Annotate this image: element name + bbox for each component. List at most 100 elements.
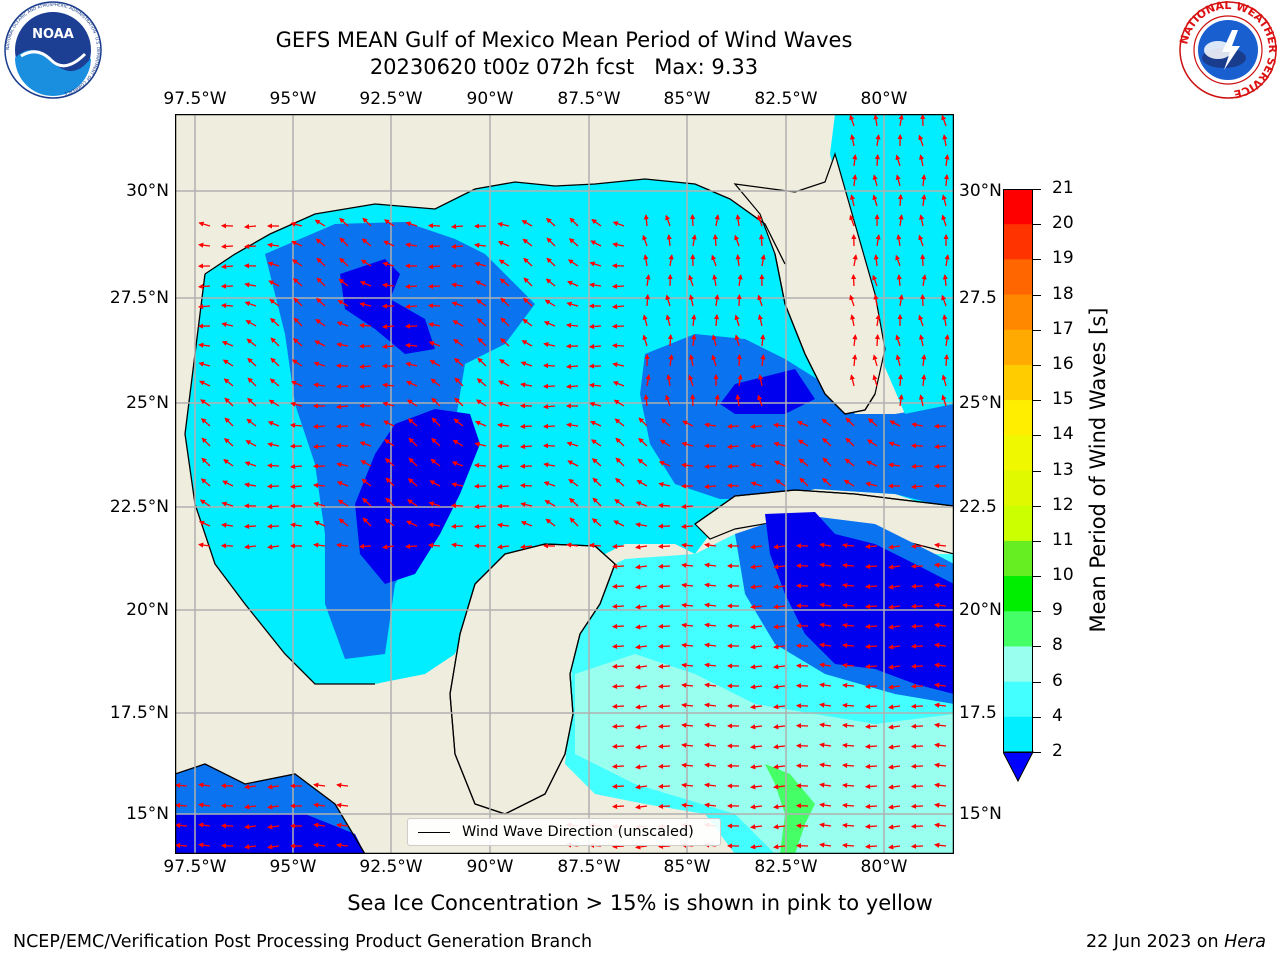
wind-wave-arrow bbox=[293, 297, 303, 307]
wind-wave-arrow bbox=[454, 357, 464, 367]
wind-wave-arrow bbox=[589, 401, 602, 407]
wind-wave-arrow bbox=[336, 321, 349, 327]
lat-label-left: 15°N bbox=[126, 804, 169, 824]
wind-wave-arrow bbox=[523, 297, 533, 307]
legend-line-swatch bbox=[418, 831, 450, 833]
wind-wave-arrow bbox=[704, 602, 717, 608]
wind-wave-arrow bbox=[407, 499, 418, 507]
lon-label-top: 95°W bbox=[269, 89, 317, 109]
wind-wave-arrow bbox=[757, 314, 763, 327]
wind-wave-arrow bbox=[896, 274, 902, 287]
wind-wave-arrow bbox=[657, 743, 671, 749]
wind-wave-arrow bbox=[682, 420, 694, 427]
wind-wave-arrow bbox=[588, 542, 602, 548]
colorbar-tick bbox=[1033, 435, 1041, 437]
wind-wave-arrow bbox=[313, 782, 326, 788]
wind-wave-arrow bbox=[291, 259, 303, 267]
wind-wave-arrow bbox=[680, 523, 694, 530]
wind-wave-arrow bbox=[657, 683, 671, 689]
wind-wave-arrow bbox=[642, 234, 648, 247]
wind-wave-arrow bbox=[750, 481, 763, 487]
colorbar-bin bbox=[1003, 435, 1033, 471]
wind-wave-arrow bbox=[405, 361, 418, 367]
wind-wave-arrow bbox=[405, 221, 418, 227]
lat-label-left: 30°N bbox=[126, 181, 169, 201]
wind-wave-arrow bbox=[849, 214, 855, 227]
wind-wave-arrow bbox=[545, 278, 556, 287]
wind-wave-arrow bbox=[944, 154, 950, 167]
wind-wave-arrow bbox=[657, 703, 671, 709]
wind-wave-arrow bbox=[659, 439, 671, 447]
wind-wave-arrow bbox=[198, 782, 211, 788]
wind-wave-arrow bbox=[690, 213, 696, 227]
wind-wave-arrow bbox=[475, 399, 487, 407]
wind-wave-arrow bbox=[408, 437, 418, 447]
wind-wave-arrow bbox=[359, 301, 372, 308]
wind-wave-arrow bbox=[635, 564, 648, 570]
wind-wave-arrow bbox=[758, 233, 765, 247]
colorbar-bin bbox=[1003, 576, 1033, 612]
wind-wave-arrow bbox=[289, 463, 303, 470]
wind-wave-arrow bbox=[841, 602, 855, 609]
wind-wave-arrow bbox=[726, 483, 740, 489]
wind-wave-arrow bbox=[852, 174, 858, 187]
wind-wave-arrow bbox=[499, 278, 510, 287]
wind-wave-arrow bbox=[266, 483, 280, 489]
coastline-gulf bbox=[175, 178, 954, 854]
wind-wave-arrow bbox=[873, 114, 879, 127]
colorbar-tick bbox=[1033, 364, 1041, 366]
wind-wave-arrow bbox=[873, 294, 879, 307]
wind-wave-arrow bbox=[910, 484, 924, 490]
wind-wave-arrow bbox=[611, 763, 625, 770]
wind-wave-arrow bbox=[750, 564, 763, 570]
lat-label-right: 20°N bbox=[959, 600, 1002, 620]
wind-wave-arrow bbox=[864, 783, 878, 790]
colorbar-tick bbox=[1033, 470, 1041, 472]
wind-wave-arrow bbox=[944, 334, 950, 347]
wind-wave-arrow bbox=[431, 397, 441, 407]
wind-wave-arrow bbox=[588, 382, 602, 388]
wind-wave-arrow bbox=[888, 624, 901, 630]
wind-wave-arrow bbox=[918, 394, 925, 407]
wind-wave-arrow bbox=[665, 394, 671, 407]
wind-wave-arrow bbox=[267, 544, 280, 550]
colorbar-tick bbox=[1033, 611, 1041, 613]
map-legend: Wind Wave Direction (unscaled) bbox=[407, 818, 721, 846]
wind-wave-arrow bbox=[247, 377, 257, 387]
wind-wave-arrow bbox=[888, 784, 901, 790]
wind-wave-arrow bbox=[841, 762, 855, 769]
wind-wave-arrow bbox=[430, 378, 441, 387]
wind-wave-arrow bbox=[910, 663, 924, 669]
wind-wave-arrow bbox=[773, 664, 786, 670]
wind-wave-arrow bbox=[335, 443, 349, 449]
wind-wave-arrow bbox=[864, 823, 878, 830]
wind-wave-arrow bbox=[198, 361, 211, 367]
wind-wave-arrow bbox=[850, 134, 856, 147]
wind-wave-arrow bbox=[737, 274, 743, 287]
wind-wave-arrow bbox=[921, 274, 927, 287]
wind-wave-arrow bbox=[681, 742, 694, 748]
wind-wave-arrow bbox=[450, 523, 464, 529]
wind-wave-arrow bbox=[360, 259, 372, 267]
wind-wave-arrow bbox=[864, 623, 878, 630]
wind-wave-arrow bbox=[875, 234, 881, 247]
wind-wave-arrow bbox=[569, 497, 579, 507]
wind-wave-arrow bbox=[428, 501, 441, 507]
lat-label-right: 15°N bbox=[959, 804, 1002, 824]
wind-wave-arrow bbox=[200, 478, 211, 487]
wind-wave-arrow bbox=[704, 642, 717, 648]
wind-wave-arrow bbox=[451, 482, 464, 488]
wind-wave-arrow bbox=[588, 343, 602, 350]
wind-wave-arrow bbox=[704, 422, 717, 428]
wind-wave-arrow bbox=[358, 363, 372, 370]
wind-wave-arrow bbox=[750, 462, 763, 468]
wind-wave-arrow bbox=[382, 382, 395, 388]
wind-wave-arrow bbox=[198, 842, 211, 848]
lon-label-top: 82.5°W bbox=[754, 89, 818, 109]
wind-wave-arrow bbox=[404, 342, 418, 349]
wind-wave-arrow bbox=[668, 354, 674, 367]
wind-wave-arrow bbox=[453, 418, 464, 427]
wind-wave-arrow bbox=[542, 363, 556, 369]
wind-wave-arrow bbox=[382, 261, 395, 267]
wind-wave-arrow bbox=[521, 220, 533, 227]
